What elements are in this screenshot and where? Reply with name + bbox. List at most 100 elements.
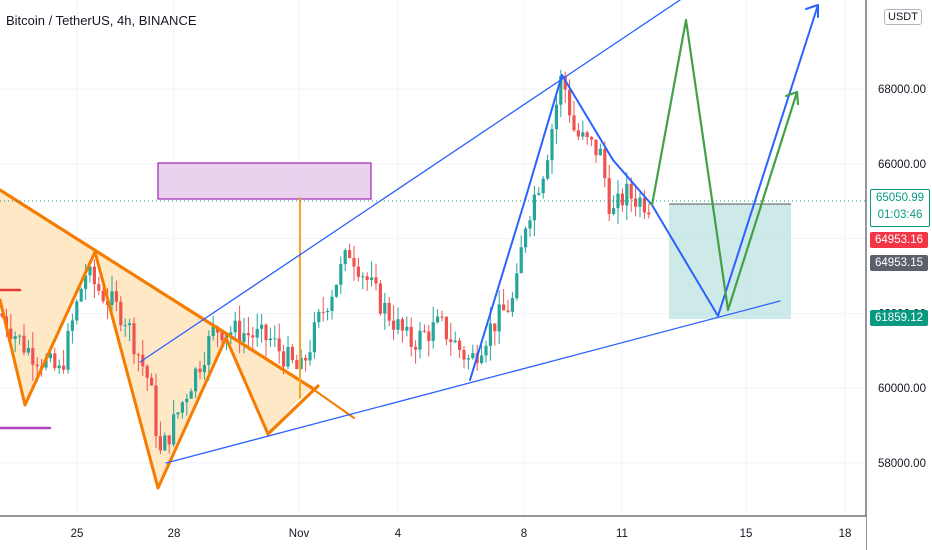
price-tick-label: 60000.00 [878, 383, 926, 395]
candle-body [510, 298, 514, 312]
candle [251, 326, 255, 350]
currency-unit-badge[interactable]: USDT [884, 9, 922, 25]
candle [339, 256, 343, 295]
candle-body [242, 333, 246, 342]
time-tick-label: Nov [289, 528, 310, 540]
candle-body [603, 148, 607, 179]
candle [616, 180, 620, 224]
pattern-zigzag [0, 250, 270, 490]
candle-body [550, 129, 554, 161]
candle [594, 139, 598, 163]
candle-body [466, 358, 470, 360]
candle [374, 263, 378, 291]
candlestick-series [0, 69, 651, 455]
candle [634, 185, 638, 217]
candle-body [62, 365, 66, 370]
last-price-value: 65050.99 [876, 192, 924, 204]
candle-body [75, 301, 79, 321]
candle-body [392, 320, 396, 330]
candle-body [268, 338, 272, 341]
trendline-extension [299, 379, 355, 419]
candle [132, 317, 136, 365]
candle [603, 141, 607, 188]
candle-body [422, 330, 426, 332]
candle-body [119, 301, 123, 326]
candle [330, 289, 334, 320]
candle-body [172, 414, 176, 445]
candle [66, 322, 70, 374]
candle-body [260, 324, 264, 329]
candle [97, 276, 101, 296]
candle-body [84, 275, 88, 289]
candle [57, 359, 61, 375]
candle [290, 344, 294, 364]
candle-body [44, 358, 48, 368]
candle-body [436, 316, 440, 323]
time-tick-label: 4 [395, 528, 402, 540]
candle [158, 421, 162, 455]
candle-body [607, 178, 611, 214]
candle [119, 296, 123, 332]
candle [383, 292, 387, 330]
candle [361, 272, 365, 290]
candle-body [594, 139, 598, 156]
candle [321, 296, 325, 322]
candle [480, 345, 484, 365]
candle-body [348, 250, 352, 258]
candle-body [312, 322, 316, 353]
candle-body [48, 353, 52, 359]
candle-body [9, 328, 13, 339]
candle [440, 310, 444, 322]
candle-body [92, 266, 96, 285]
candle-body [26, 348, 30, 353]
candle-body [352, 257, 356, 267]
candle-body [70, 320, 74, 331]
candle-body [365, 276, 369, 281]
candle-body [158, 436, 162, 451]
candle-body [563, 75, 567, 90]
candle [392, 305, 396, 341]
candle [62, 349, 66, 374]
candle-body [317, 311, 321, 323]
candle [343, 248, 347, 271]
time-tick-label: 25 [71, 528, 84, 540]
candle-body [541, 178, 545, 194]
upper-channel-line [139, 0, 681, 363]
candle [396, 307, 400, 335]
candle-body [255, 328, 259, 338]
candle [378, 279, 382, 316]
green-arrow-head [784, 90, 800, 106]
bar-countdown: 01:03:46 [877, 209, 923, 221]
time-tick-label: 28 [168, 528, 181, 540]
candle [26, 339, 30, 356]
candle-body [189, 391, 193, 399]
candle-body [66, 330, 70, 370]
candle [277, 323, 281, 364]
candle-body [383, 302, 387, 314]
candle [326, 308, 330, 321]
candle-body [233, 320, 237, 333]
candle-body [167, 435, 171, 445]
candle [409, 317, 413, 357]
candle-body [616, 193, 620, 209]
candle-body [57, 365, 61, 369]
candle-body [110, 291, 114, 305]
candle-body [132, 323, 136, 355]
candle-body [598, 148, 602, 156]
candle [163, 432, 167, 451]
candle [75, 299, 79, 325]
price-scale-background [866, 0, 932, 550]
candle [233, 311, 237, 340]
candle [612, 195, 616, 216]
candle-body [22, 335, 26, 353]
candle-body [374, 277, 378, 284]
candle [348, 243, 352, 259]
candle [286, 335, 290, 370]
candle-body [629, 183, 633, 199]
candle [207, 330, 211, 381]
candle [246, 316, 250, 351]
candle [198, 360, 202, 380]
candle-body [334, 284, 338, 297]
pattern-segment [266, 384, 320, 436]
